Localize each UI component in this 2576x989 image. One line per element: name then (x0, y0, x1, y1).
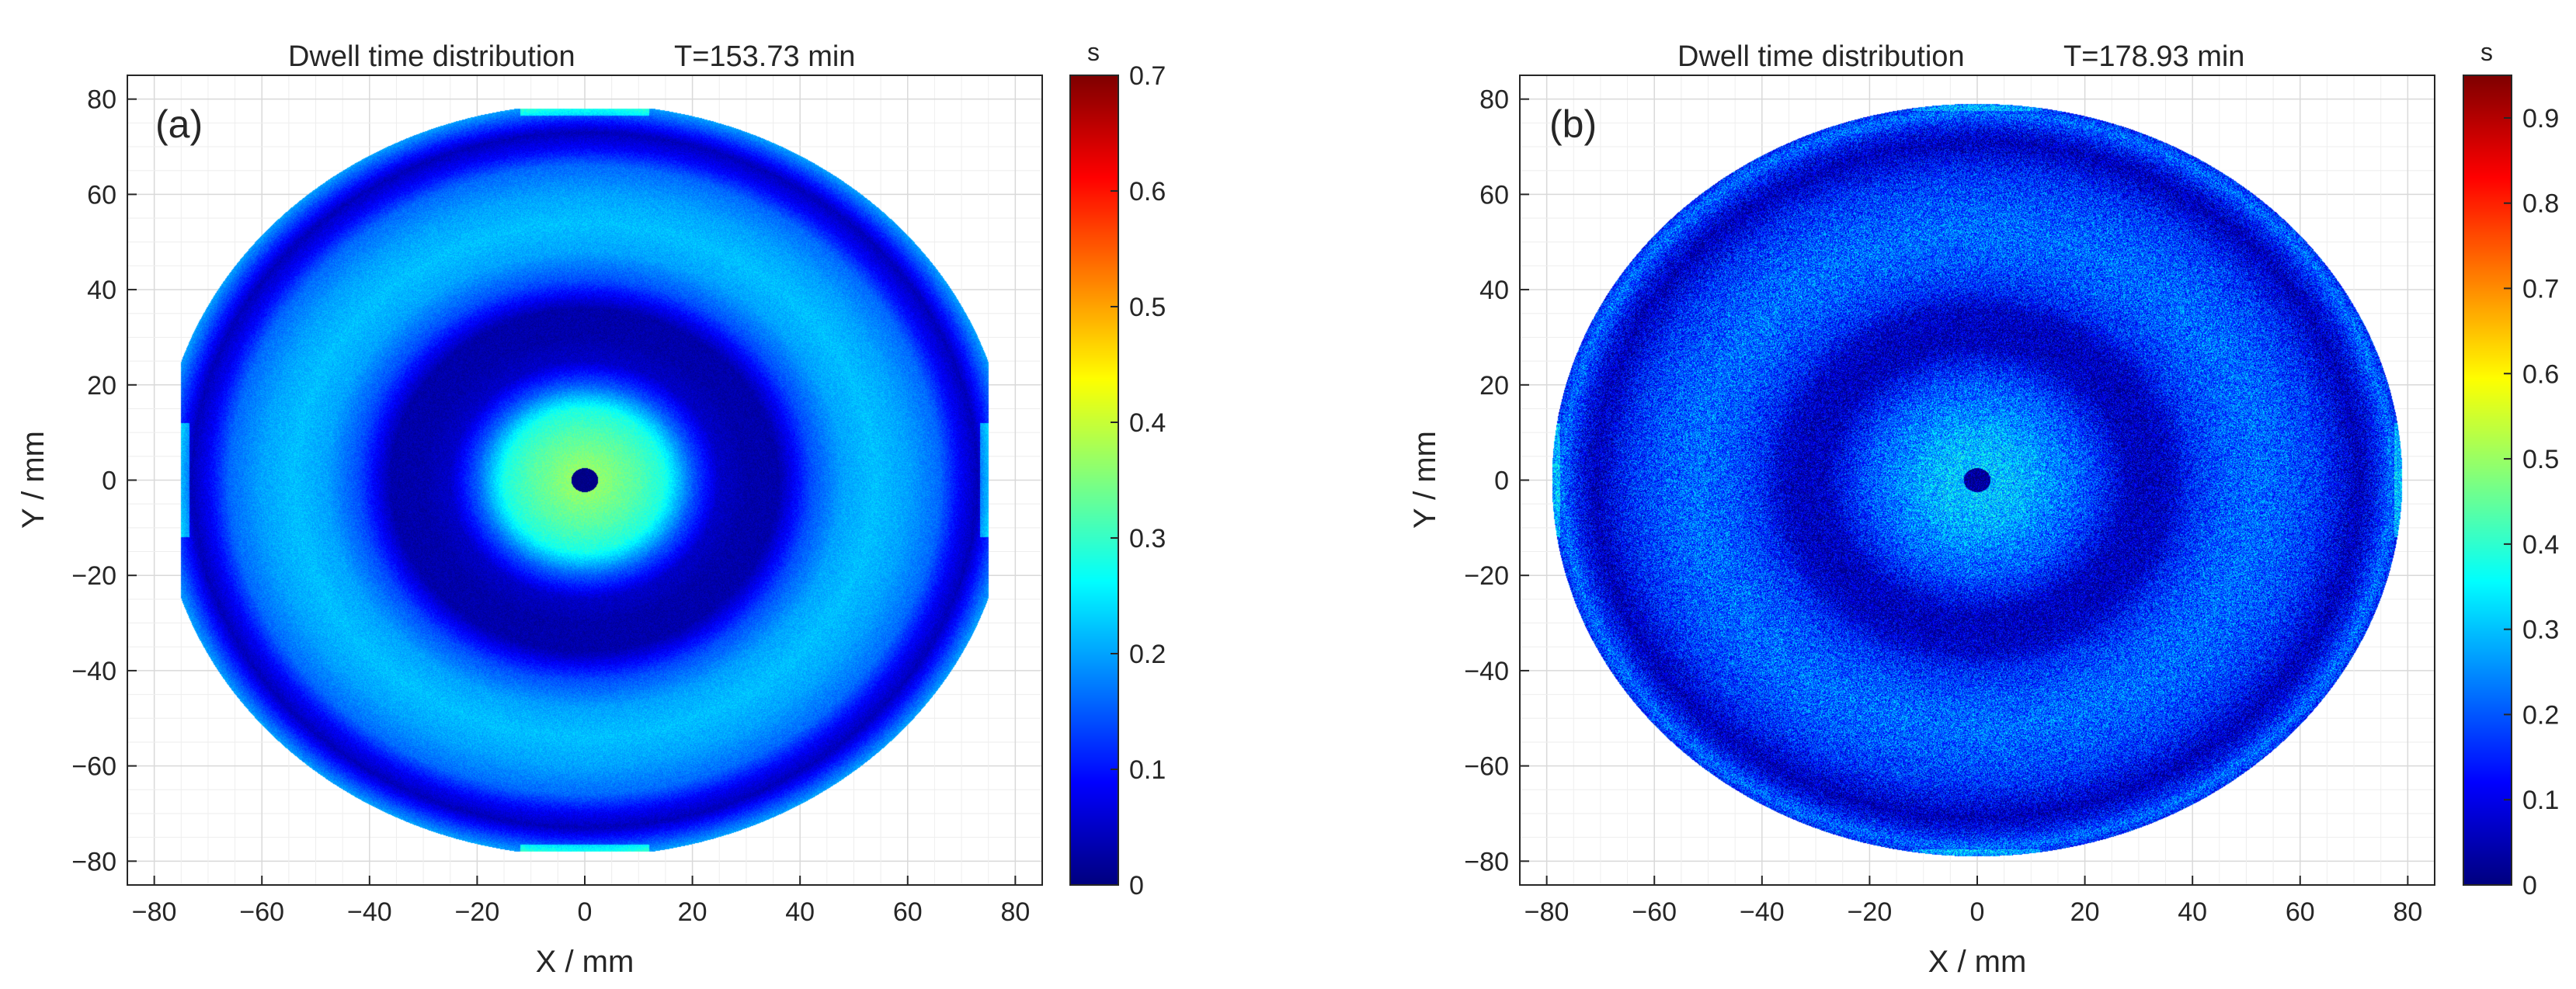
colorbar-tick-label: 0.9 (2522, 104, 2559, 134)
colorbar-tick-label: 0.5 (2522, 445, 2559, 474)
y-tick-label: 80 (1479, 85, 1509, 115)
x-tick-label: 0 (1970, 897, 1985, 927)
panel-b-colorbar-gradient (2463, 75, 2512, 885)
x-tick-label: 80 (2393, 897, 2422, 927)
x-tick-label: 20 (2070, 897, 2100, 927)
panel-b-heatmap-container (1520, 75, 2435, 885)
panel-b-colorbar-frame (2463, 75, 2512, 886)
x-tick-label: −80 (1524, 897, 1570, 927)
panel-a-colorbar-frame (1069, 75, 1119, 886)
panel-b-colorbar: s 0 0.1 0.2 0.3 0.4 0.5 0.6 0.7 0.8 0.9 (2463, 38, 2559, 901)
x-tick-label: 60 (2286, 897, 2315, 927)
y-tick-label: −40 (71, 657, 116, 686)
colorbar-tick-label: 0.3 (2522, 616, 2559, 645)
x-tick-label: 40 (2178, 897, 2207, 927)
panel-a-label: (a) (155, 102, 203, 146)
x-tick-label: 40 (785, 897, 815, 927)
y-tick-label: 20 (1479, 371, 1509, 401)
y-tick-label: 0 (102, 467, 116, 496)
y-tick-label: 40 (87, 276, 116, 305)
panel-b-colorbar-container (2463, 75, 2512, 885)
panel-b-y-axis: −80 −60 −40 −20 0 20 40 60 80 (1464, 85, 1529, 876)
panel-a-title-left: Dwell time distribution (288, 40, 575, 73)
colorbar-tick-label: 0.1 (2522, 786, 2559, 815)
panel-a-colorbar-unit: s (1087, 38, 1100, 66)
panel-b-colorbar-ticks: 0 0.1 0.2 0.3 0.4 0.5 0.6 0.7 0.8 0.9 (2504, 104, 2559, 901)
y-tick-label: −40 (1464, 657, 1509, 686)
y-tick-label: 60 (87, 180, 116, 210)
panel-a-heatmap-container (127, 75, 1042, 885)
panel-a-colorbar-gradient (1070, 75, 1118, 885)
y-tick-label: 40 (1479, 276, 1509, 305)
y-tick-label: −80 (1464, 847, 1509, 876)
x-tick-label: 0 (578, 897, 593, 927)
colorbar-tick-label: 0.5 (1129, 293, 1166, 322)
panel-a-x-axis: −80 −60 −40 −20 0 20 40 60 80 (132, 876, 1030, 927)
panel-b-x-axis-label: X / mm (1928, 945, 2027, 979)
panel-a-y-axis: −80 −60 −40 −20 0 20 40 60 80 (71, 85, 137, 876)
y-tick-label: −20 (71, 561, 116, 591)
y-tick-label: 60 (1479, 180, 1509, 210)
panel-a-colorbar-ticks: 0 0.1 0.2 0.3 0.4 0.5 0.6 0.7 (1111, 61, 1166, 901)
x-tick-label: −60 (239, 897, 284, 927)
panel-a-heatmap (127, 75, 1042, 885)
colorbar-tick-label: 0.7 (1129, 61, 1166, 91)
x-tick-label: −20 (455, 897, 500, 927)
colorbar-tick-label: 0.6 (2522, 359, 2559, 389)
colorbar-tick-label: 0.2 (2522, 700, 2559, 730)
panel-b-title-right: T=178.93 min (2063, 40, 2244, 73)
panel-b-plot-area: (b) (1519, 75, 2435, 886)
colorbar-tick-label: 0.8 (2522, 189, 2559, 219)
x-tick-label: −40 (347, 897, 392, 927)
x-tick-label: 60 (893, 897, 923, 927)
panel-a-x-axis-label: X / mm (536, 945, 634, 979)
x-tick-label: −60 (1632, 897, 1677, 927)
colorbar-tick-label: 0.2 (1129, 640, 1166, 669)
panel-a: Dwell time distribution T=153.73 min (a)… (16, 38, 1166, 979)
colorbar-tick-label: 0.3 (1129, 524, 1166, 553)
panel-a-colorbar-container (1070, 75, 1118, 885)
y-tick-label: 20 (87, 371, 116, 401)
x-tick-label: 80 (1000, 897, 1030, 927)
panel-a-title-right: T=153.73 min (674, 40, 855, 73)
panel-b-x-axis: −80 −60 −40 −20 0 20 40 60 80 (1524, 876, 2422, 927)
y-tick-label: −20 (1464, 561, 1509, 591)
y-tick-label: −60 (71, 752, 116, 782)
panel-b-label: (b) (1549, 102, 1597, 146)
colorbar-tick-label: 0.4 (2522, 530, 2559, 560)
panel-b: Dwell time distribution T=178.93 min (b)… (1408, 38, 2559, 979)
y-tick-label: 0 (1494, 467, 1509, 496)
y-tick-label: −60 (1464, 752, 1509, 782)
colorbar-tick-label: 0.1 (1129, 755, 1166, 785)
panel-b-title-left: Dwell time distribution (1677, 40, 1965, 73)
panel-a-colorbar: s 0 0.1 0.2 0.3 0.4 0.5 0.6 0.7 (1069, 38, 1166, 901)
panel-a-y-axis-label: Y / mm (16, 431, 50, 529)
colorbar-tick-label: 0 (2522, 871, 2537, 901)
y-tick-label: 80 (87, 85, 116, 115)
y-tick-label: −80 (71, 847, 116, 876)
x-tick-label: −40 (1740, 897, 1785, 927)
colorbar-tick-label: 0.6 (1129, 177, 1166, 206)
x-tick-label: −20 (1848, 897, 1893, 927)
panel-b-colorbar-unit: s (2480, 38, 2493, 66)
panel-b-y-axis-label: Y / mm (1408, 431, 1442, 529)
x-tick-label: 20 (678, 897, 707, 927)
colorbar-tick-label: 0.7 (2522, 274, 2559, 304)
x-tick-label: −80 (132, 897, 177, 927)
colorbar-tick-label: 0 (1129, 871, 1144, 901)
colorbar-tick-label: 0.4 (1129, 408, 1166, 438)
panel-a-plot-area: (a) (127, 75, 1043, 886)
panel-b-heatmap (1520, 75, 2435, 885)
